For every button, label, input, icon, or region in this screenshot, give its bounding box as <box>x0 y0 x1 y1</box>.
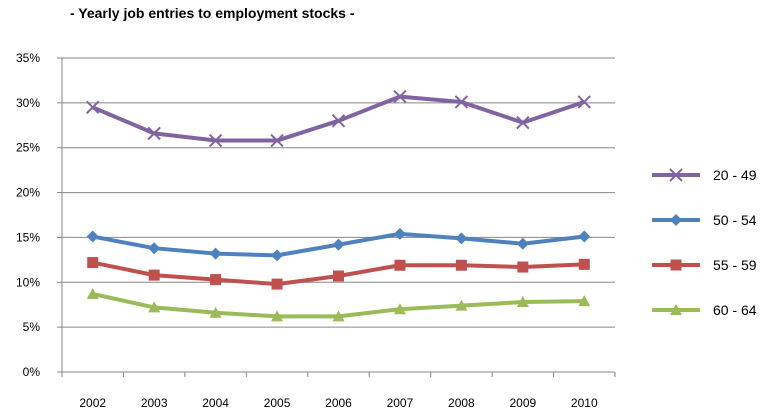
data-point-50-54 <box>578 230 591 243</box>
data-point-20-49 <box>270 133 284 148</box>
data-point-50-54 <box>393 227 406 240</box>
y-tick-label: 35% <box>16 51 40 65</box>
data-point-55-59 <box>148 269 160 281</box>
legend-label-55-59: 55 - 59 <box>713 257 757 273</box>
y-tick-label: 20% <box>16 186 40 200</box>
legend-marker-60-64 <box>670 304 682 315</box>
data-point-60-64 <box>578 295 591 307</box>
x-tick-label: 2007 <box>387 396 414 410</box>
data-point-50-54 <box>516 237 529 250</box>
data-point-55-59 <box>333 270 344 282</box>
data-point-55-59 <box>517 261 529 273</box>
legend: 20 - 49 50 - 54 55 - 59 60 - 64 <box>652 167 757 318</box>
y-tick-label: 5% <box>23 320 41 334</box>
data-point-20-49 <box>331 114 346 128</box>
data-point-55-59 <box>210 274 222 286</box>
data-point-55-59 <box>578 258 590 270</box>
y-tick-label: 30% <box>16 96 40 110</box>
gridlines <box>62 57 615 328</box>
data-point-60-64 <box>516 296 529 308</box>
x-tick-label: 2003 <box>141 396 168 410</box>
data-point-20-49 <box>577 95 591 109</box>
x-tick-label: 2008 <box>448 396 475 410</box>
x-tick-label: 2006 <box>325 396 352 410</box>
y-tick-label: 10% <box>16 275 40 289</box>
data-point-55-59 <box>87 257 99 269</box>
y-tick-label: 25% <box>16 141 40 155</box>
data-point-20-49 <box>147 126 161 141</box>
legend-label-60-64: 60 - 64 <box>713 302 757 318</box>
x-tick-label: 2004 <box>202 396 229 410</box>
data-point-20-49 <box>516 115 530 130</box>
legend-marker-55-59 <box>670 259 682 271</box>
legend-marker-20-49 <box>669 168 683 182</box>
data-point-60-64 <box>209 306 222 318</box>
y-tick-label: 15% <box>16 230 40 244</box>
x-tick-label: 2009 <box>509 396 536 410</box>
data-point-50-54 <box>148 242 161 255</box>
data-point-20-49 <box>393 89 407 104</box>
data-point-50-54 <box>271 249 284 262</box>
data-point-60-64 <box>332 310 345 322</box>
series-group <box>86 89 591 322</box>
data-point-50-54 <box>86 230 99 243</box>
chart-title: - Yearly job entries to employment stock… <box>70 5 355 21</box>
data-point-50-54 <box>209 247 222 260</box>
data-point-20-49 <box>454 95 469 109</box>
data-point-55-59 <box>394 259 406 271</box>
data-point-50-54 <box>455 232 468 245</box>
data-point-60-64 <box>455 299 468 311</box>
data-point-55-59 <box>455 259 467 271</box>
data-point-60-64 <box>86 287 99 299</box>
y-tick-label: 0% <box>23 365 41 379</box>
x-tick-label: 2002 <box>79 396 106 410</box>
data-point-55-59 <box>271 278 283 290</box>
data-point-60-64 <box>148 301 161 313</box>
data-point-20-49 <box>86 100 100 115</box>
data-point-60-64 <box>393 303 406 315</box>
legend-label-20-49: 20 - 49 <box>713 167 757 183</box>
data-point-50-54 <box>332 238 345 251</box>
data-point-60-64 <box>271 310 284 322</box>
data-point-20-49 <box>208 133 223 148</box>
axes: 0% 5% 10% 15% 20% 25% 30% 35% 2002 2003 2004 2005 20… <box>16 51 616 410</box>
x-tick-label: 2005 <box>264 396 291 410</box>
legend-marker-50-54 <box>670 214 682 226</box>
x-tick-label: 2010 <box>571 396 598 410</box>
legend-label-50-54: 50 - 54 <box>713 212 757 228</box>
